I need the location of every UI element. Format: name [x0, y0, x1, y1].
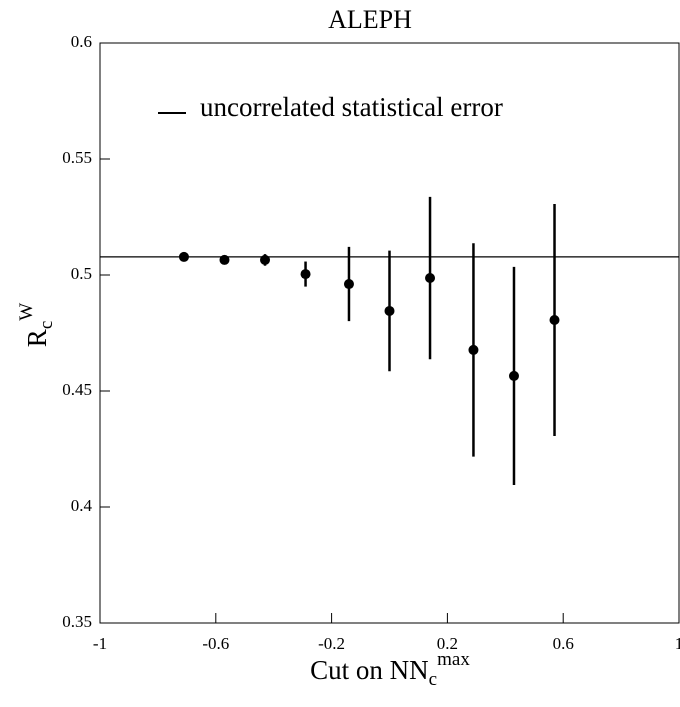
- y-label-sup: W: [16, 303, 37, 321]
- data-point: [384, 305, 395, 316]
- x-tick-label: -1: [93, 634, 107, 653]
- data-point: [508, 370, 519, 381]
- x-tick-label: -0.2: [318, 634, 345, 653]
- x-label-sub: c: [429, 669, 437, 690]
- x-label-main: Cut on NN: [310, 655, 429, 685]
- y-tick-label: 0.6: [71, 32, 92, 51]
- x-tick-label: 1: [675, 634, 680, 653]
- data-point: [549, 315, 560, 326]
- data-point: [425, 273, 436, 284]
- y-tick-label: 0.45: [62, 380, 92, 399]
- y-label-main: R: [22, 329, 52, 347]
- y-tick-label: 0.4: [71, 496, 93, 515]
- data-point: [300, 269, 311, 280]
- x-axis-label: Cut on NNcmax: [310, 649, 470, 690]
- x-tick-label: 0.2: [437, 634, 458, 653]
- data-point: [260, 254, 271, 265]
- x-label-sup: max: [437, 649, 470, 670]
- data-point: [468, 344, 479, 355]
- legend-text: uncorrelated statistical error: [200, 92, 503, 122]
- x-tick-label: -0.6: [202, 634, 229, 653]
- y-tick-label: 0.55: [62, 148, 92, 167]
- x-tick-label: 0.6: [553, 634, 574, 653]
- y-label-sub: c: [36, 321, 57, 329]
- chart-title: ALEPH: [328, 5, 412, 34]
- y-tick-label: 0.5: [71, 264, 92, 283]
- plot-frame: [99, 42, 680, 624]
- data-point: [343, 279, 354, 290]
- y-tick-label: 0.35: [62, 612, 92, 631]
- y-axis-label: RcW: [16, 303, 57, 347]
- data-point: [219, 254, 230, 265]
- data-point: [178, 251, 189, 262]
